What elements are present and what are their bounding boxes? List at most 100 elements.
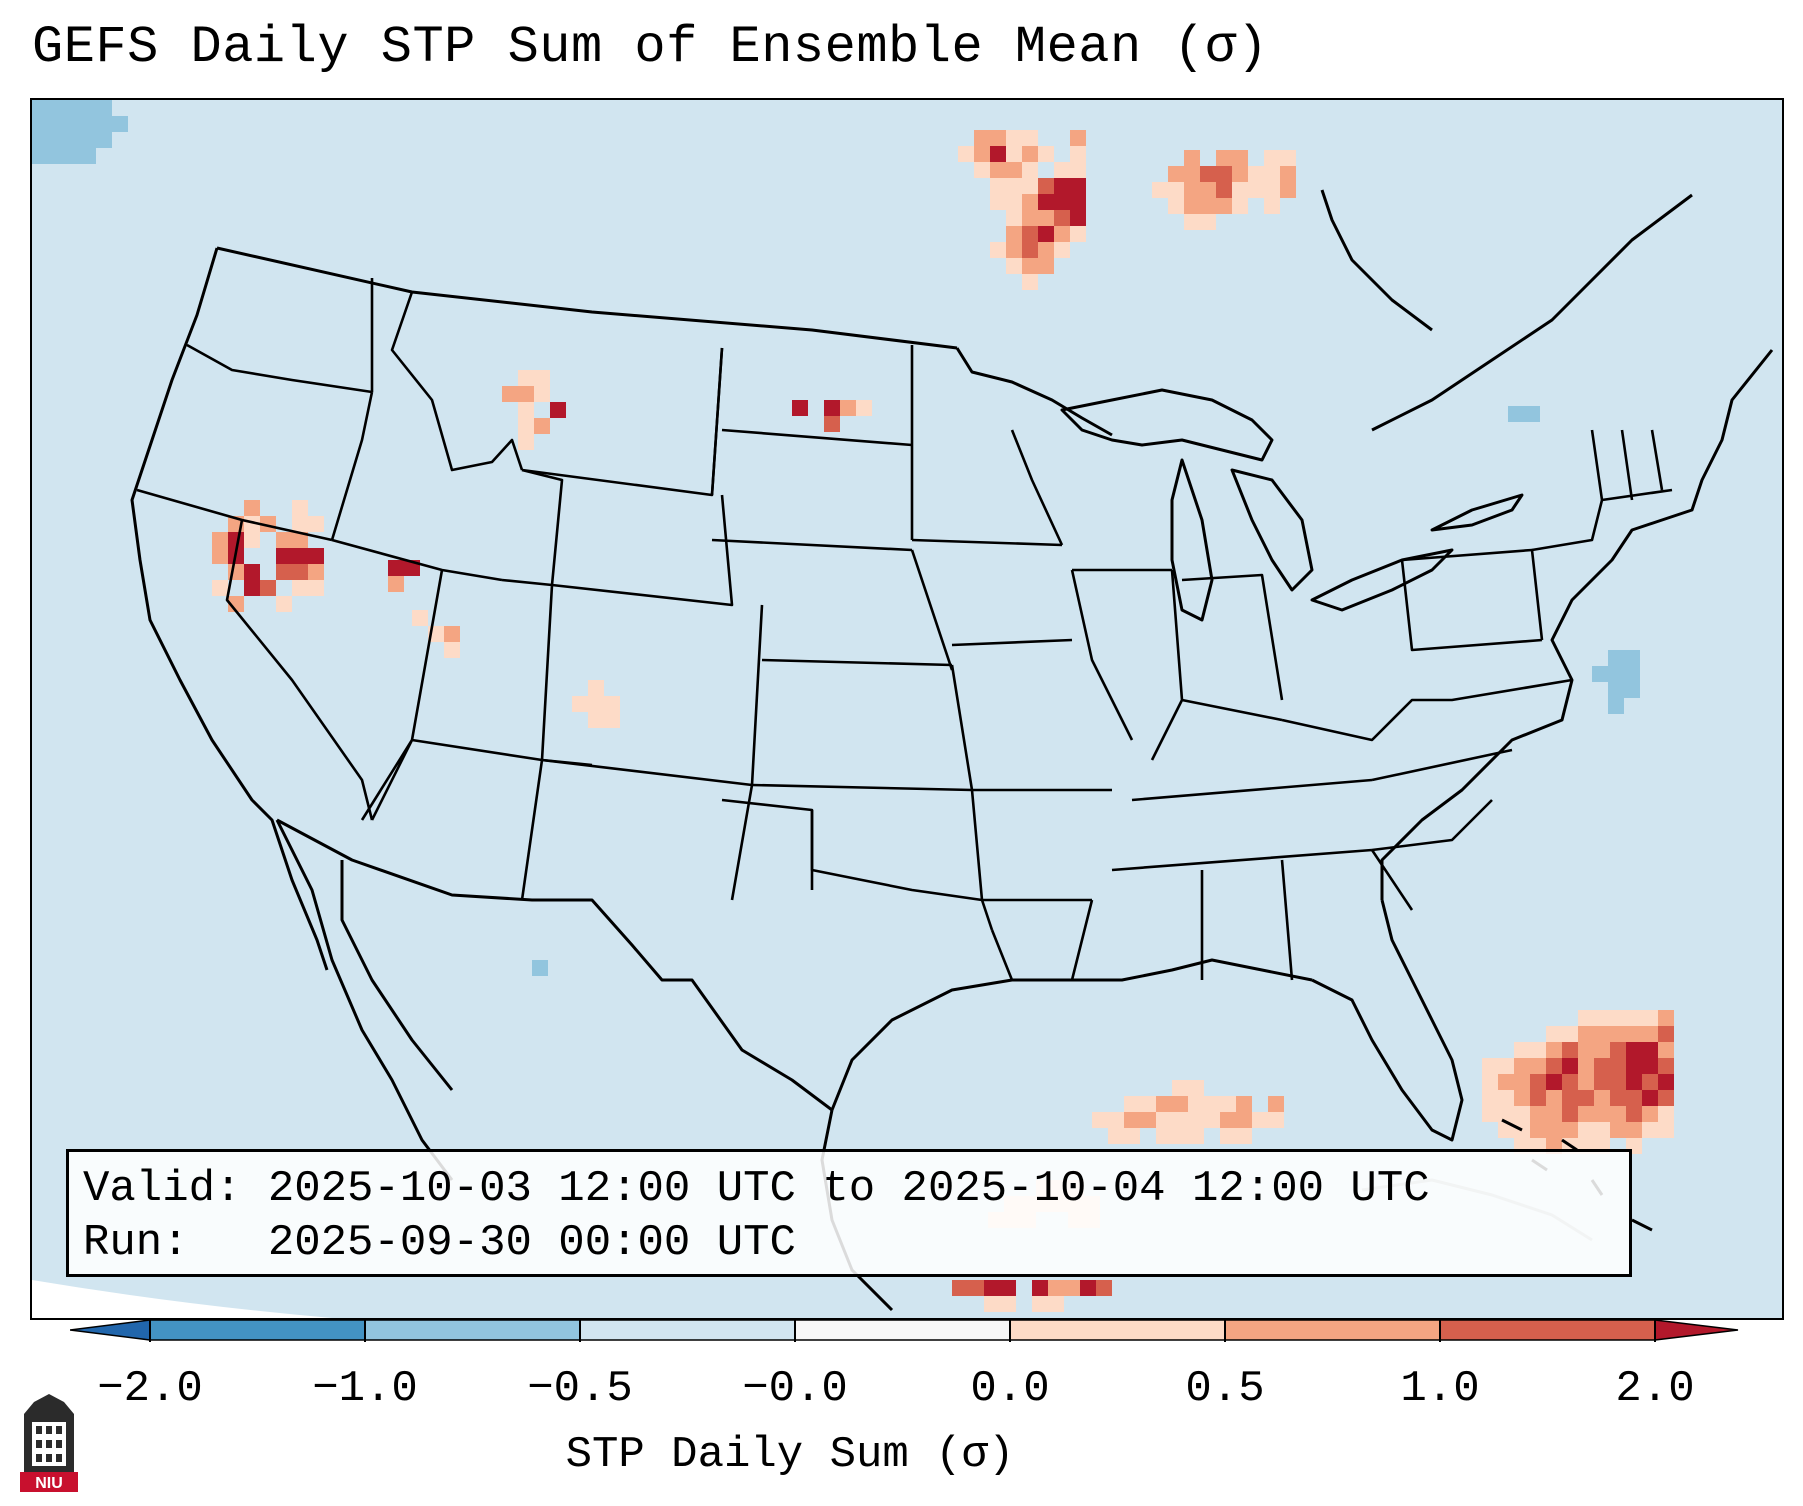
stp-cell	[1168, 182, 1184, 198]
stp-cell	[308, 564, 324, 580]
stp-cell	[244, 516, 260, 532]
stp-cell	[534, 370, 550, 386]
colorbar-tick-label: −0.5	[527, 1364, 633, 1414]
stp-cell	[1188, 1128, 1204, 1144]
state-borders	[136, 278, 1673, 981]
stp-cell	[1498, 1058, 1514, 1074]
stp-cell	[292, 532, 308, 548]
stp-cell	[1546, 1058, 1562, 1074]
stp-cell	[1006, 146, 1022, 162]
stp-cell	[1658, 1106, 1674, 1122]
stp-cell	[1642, 1026, 1658, 1042]
stp-cell	[1498, 1106, 1514, 1122]
stp-cell	[1498, 1074, 1514, 1090]
stp-cell	[1658, 1122, 1674, 1138]
stp-cell	[1070, 194, 1086, 210]
stp-cell	[1006, 194, 1022, 210]
stp-cell	[1546, 1074, 1562, 1090]
stp-cell	[1184, 150, 1200, 166]
stp-cell	[292, 516, 308, 532]
stp-cell	[1578, 1058, 1594, 1074]
stp-cell	[1264, 150, 1280, 166]
stp-cell	[80, 148, 96, 164]
stp-cell	[1658, 1042, 1674, 1058]
stp-cell	[1594, 1042, 1610, 1058]
stp-cell	[1168, 166, 1184, 182]
stp-cell	[1642, 1090, 1658, 1106]
stp-cell	[518, 402, 534, 418]
colorbar	[70, 1319, 1739, 1342]
stp-cell	[1054, 210, 1070, 226]
stp-cell	[1594, 1122, 1610, 1138]
stp-cell	[518, 386, 534, 402]
run-value: 2025-09-30 00:00 UTC	[267, 1218, 796, 1268]
stp-cell	[48, 132, 64, 148]
stp-cell	[1000, 1296, 1016, 1312]
svg-text:NIU: NIU	[35, 1475, 63, 1492]
stp-cell	[80, 132, 96, 148]
stp-cell	[388, 560, 404, 576]
stp-cell	[1626, 1090, 1642, 1106]
stp-cell	[1184, 182, 1200, 198]
stp-cell	[1220, 1112, 1236, 1128]
stp-cell	[212, 532, 228, 548]
stp-cell	[1172, 1080, 1188, 1096]
stp-cell	[1022, 178, 1038, 194]
stp-cell	[604, 696, 620, 712]
stp-cell	[1140, 1096, 1156, 1112]
stp-cell	[840, 400, 856, 416]
stp-cell	[444, 626, 460, 642]
stp-cell	[588, 712, 604, 728]
stp-cell	[96, 100, 112, 116]
map-panel	[30, 98, 1784, 1320]
stp-cell	[1038, 178, 1054, 194]
stp-cell	[1184, 166, 1200, 182]
stp-cell	[1530, 1074, 1546, 1090]
stp-cell	[48, 148, 64, 164]
stp-cell	[990, 162, 1006, 178]
stp-cell	[1124, 1128, 1140, 1144]
stp-cell	[32, 100, 48, 116]
stp-cell	[1038, 226, 1054, 242]
stp-cell	[1022, 210, 1038, 226]
stp-cell	[412, 610, 428, 626]
colorbar-bin	[580, 1320, 795, 1340]
stp-cell	[1006, 210, 1022, 226]
stp-cell	[1204, 1096, 1220, 1112]
stp-cell	[1054, 162, 1070, 178]
projection-edge	[32, 1280, 332, 1318]
stp-cell	[1022, 274, 1038, 290]
stp-cell	[1578, 1106, 1594, 1122]
stp-cell	[1658, 1074, 1674, 1090]
stp-cell	[1594, 1010, 1610, 1026]
stp-cell	[1022, 194, 1038, 210]
stp-cell	[990, 242, 1006, 258]
stp-cell	[532, 960, 548, 976]
stp-cell	[1124, 1112, 1140, 1128]
stp-cell	[958, 146, 974, 162]
stp-cell	[1038, 194, 1054, 210]
stp-cell	[990, 194, 1006, 210]
stp-cell	[1562, 1074, 1578, 1090]
stp-cell	[1610, 1026, 1626, 1042]
stp-cell	[1124, 1096, 1140, 1112]
stp-cell	[1096, 1280, 1112, 1296]
stp-cell	[1070, 210, 1086, 226]
stp-cell	[1562, 1042, 1578, 1058]
stp-cell	[1610, 1090, 1626, 1106]
stp-cell	[1006, 130, 1022, 146]
stp-cell	[1508, 390, 1524, 406]
stp-cell	[96, 132, 112, 148]
stp-cell	[1232, 182, 1248, 198]
stp-cell	[1658, 1058, 1674, 1074]
stp-cell	[974, 162, 990, 178]
colorbar-label: STP Daily Sum (σ)	[565, 1430, 1015, 1480]
stp-cell	[1626, 1058, 1642, 1074]
stp-cell	[1220, 1096, 1236, 1112]
stp-cell	[1070, 130, 1086, 146]
stp-cell	[1236, 1096, 1252, 1112]
stp-cell	[968, 1280, 984, 1296]
stp-cell	[1608, 650, 1624, 666]
stp-cell	[1642, 1074, 1658, 1090]
stp-cell	[1216, 198, 1232, 214]
